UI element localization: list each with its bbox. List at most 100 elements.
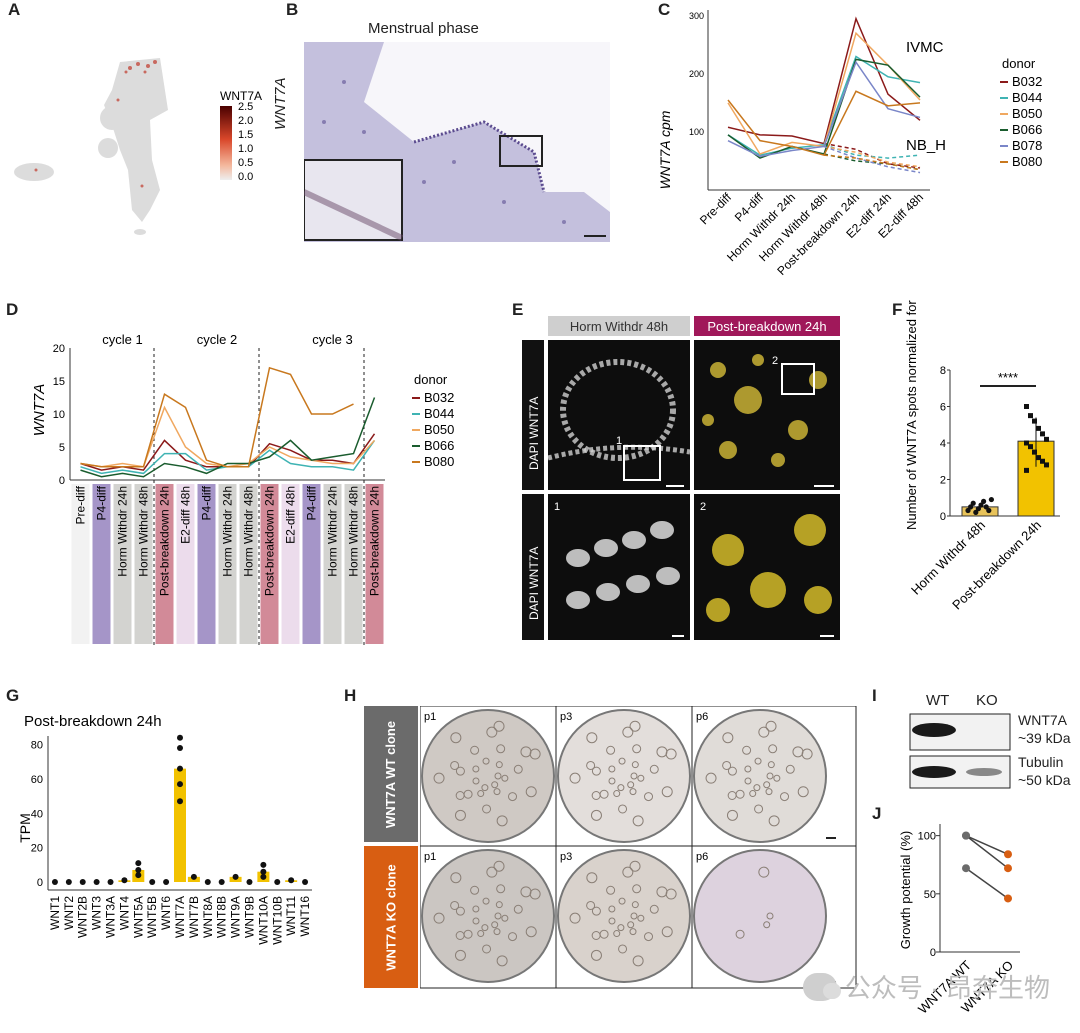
panel-h-organoid — [766, 772, 774, 780]
panel-g-point — [302, 879, 309, 885]
panel-f-point — [1032, 418, 1037, 424]
panel-e-roi-1 — [623, 445, 661, 481]
panel-f-point — [1036, 455, 1041, 461]
panel-g-xtick: WNT10A — [256, 896, 270, 945]
panel-h-organoid — [727, 791, 737, 801]
panel-h-organoid — [472, 917, 480, 925]
panel-d-line-B080 — [80, 366, 354, 468]
panel-g-point — [107, 879, 114, 885]
panel-c-legend-B080: B080 — [1012, 154, 1042, 169]
panel-h-organoid — [758, 726, 770, 738]
panel-e-side-top: DAPI WNT7A — [527, 396, 541, 470]
panel-h-organoid — [433, 772, 445, 784]
panel-h-organoid — [486, 726, 498, 738]
panel-g-xtick: WNT11 — [284, 896, 298, 936]
panel-f-point — [983, 504, 989, 510]
panel-g-xtick: WNT8A — [201, 896, 215, 938]
panel-f-point — [973, 509, 979, 515]
panel-h-organoid — [450, 900, 460, 910]
panel-f-chart: Number of WNT7A spots normalized for nuc… — [904, 300, 1060, 612]
panel-d-xtick: Horm Withdr 48h — [347, 486, 361, 577]
panel-a-legend-tick: 1.5 — [238, 129, 253, 141]
panel-h-passage-label: p1 — [424, 711, 436, 723]
panel-h-organoid — [617, 784, 625, 792]
panel-d-cycle-label: cycle 1 — [102, 332, 142, 347]
panel-h-organoid — [591, 906, 601, 916]
panel-g-bar — [174, 768, 186, 882]
panel-g-point — [135, 860, 142, 867]
panel-g-point — [218, 879, 225, 885]
watermark: 公众号 · 昂奔生物 — [802, 968, 1050, 1005]
panel-f-ytick: 6 — [940, 402, 946, 414]
panel-c-ivmc-label: IVMC — [906, 39, 944, 56]
panel-d-condition-bg — [323, 484, 342, 644]
panel-g-point — [177, 765, 183, 772]
panel-h-organoid — [586, 872, 598, 884]
panel-h-organoid — [455, 931, 465, 941]
panel-h-organoid — [618, 757, 626, 765]
panel-h-organoid — [765, 788, 773, 796]
panel-i-letter: I — [872, 686, 877, 705]
panel-g-point — [246, 879, 253, 885]
panel-c-nbh-label: NB_H — [906, 137, 946, 154]
panel-h-row2-label: WNT7A KO clone — [383, 863, 399, 971]
panel-d-condition-bg — [197, 484, 216, 644]
panel-c-line-ivmc-B032 — [727, 16, 921, 145]
panel-a-legend-tick: 2.5 — [238, 101, 253, 113]
panel-g-point — [190, 873, 197, 880]
panel-j-point-wt — [962, 831, 970, 840]
panel-h-organoid — [569, 912, 581, 924]
panel-g-point — [177, 734, 183, 741]
panel-h-organoid — [525, 926, 537, 938]
panel-a-legend-title: WNT7A — [220, 89, 262, 103]
panel-g-ytick: 0 — [37, 877, 43, 889]
panel-g-point — [260, 861, 267, 868]
panel-h-organoid — [618, 804, 628, 814]
panel-h-organoid — [722, 732, 734, 744]
panel-h-organoid — [508, 932, 518, 942]
panel-g-ytick: 40 — [31, 808, 43, 820]
watermark-text: 公众号 · 昂奔生物 — [844, 973, 1050, 1003]
panel-g-point — [232, 873, 239, 880]
panel-h-organoid — [735, 929, 745, 939]
panel-h-organoid — [529, 888, 541, 900]
panel-g-xtick: WNT10B — [270, 896, 284, 945]
panel-g-ytick: 60 — [31, 774, 43, 786]
panel-h-organoid — [768, 744, 778, 754]
panel-c-legend-B050: B050 — [1012, 106, 1042, 121]
panel-g-point — [135, 872, 142, 879]
panel-g-point — [135, 866, 142, 873]
panel-h-organoid — [482, 944, 492, 954]
panel-g-point — [65, 879, 72, 885]
panel-d-xtick: P4-diff — [200, 485, 214, 520]
panel-h-organoid — [629, 860, 641, 872]
panel-h-organoid — [661, 786, 673, 798]
panel-f-ytick: 8 — [940, 365, 946, 377]
panel-a-umap: WNT7A 2.5 2.0 1.5 1.0 0.5 0.0 — [14, 58, 262, 235]
panel-h-passage-label: p6 — [696, 851, 708, 863]
panel-g-xtick: WNT2B — [76, 896, 90, 938]
panel-h-organoid — [613, 930, 621, 938]
panel-h-organoid — [763, 781, 771, 789]
panel-d-xtick: Horm Withdr 24h — [116, 486, 130, 577]
panel-f-ytick: 4 — [940, 438, 946, 450]
panel-h-organoid — [665, 748, 677, 760]
panel-g-point — [177, 781, 183, 788]
panel-h-organoid — [591, 766, 601, 776]
panel-h-organoid — [627, 921, 635, 929]
panel-f-point — [1040, 431, 1045, 437]
panel-j-letter: J — [872, 804, 882, 823]
panel-h-organoid — [569, 772, 581, 784]
panel-h-organoid — [768, 815, 780, 827]
panel-d-xtick: Horm Withdr 24h — [326, 486, 340, 577]
panel-h-organoid — [525, 786, 537, 798]
panel-h-organoid — [632, 955, 644, 967]
panel-h-organoid — [763, 921, 771, 929]
panel-h-organoid — [780, 792, 790, 802]
panel-f-point — [1044, 436, 1049, 442]
panel-h-organoid — [613, 790, 621, 798]
panel-f-point — [1036, 425, 1041, 431]
panel-j-pair-line — [965, 835, 1009, 869]
panel-h-organoid — [630, 912, 638, 920]
panel-j-ytick: 50 — [924, 889, 936, 901]
